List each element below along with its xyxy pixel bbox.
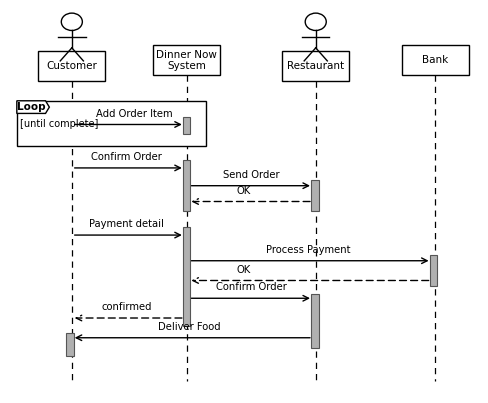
- Text: OK: OK: [237, 264, 251, 274]
- Text: Restaurant: Restaurant: [287, 61, 345, 71]
- Text: Confirm Order: Confirm Order: [91, 152, 163, 162]
- Bar: [282, 52, 349, 81]
- Text: OK: OK: [237, 185, 251, 195]
- Bar: [153, 46, 220, 75]
- Circle shape: [61, 13, 82, 31]
- Bar: [311, 294, 319, 348]
- Text: Dinner Now
System: Dinner Now System: [156, 50, 217, 71]
- Text: Confirm Order: Confirm Order: [216, 283, 286, 292]
- Text: Payment detail: Payment detail: [89, 219, 164, 229]
- Bar: [402, 46, 469, 75]
- Bar: [183, 227, 190, 326]
- Text: Process Payment: Process Payment: [266, 245, 351, 255]
- Text: Loop: Loop: [17, 102, 45, 112]
- Bar: [183, 116, 190, 134]
- Polygon shape: [17, 101, 49, 113]
- Text: Bank: Bank: [422, 55, 448, 65]
- Bar: [17, 101, 206, 146]
- Text: Add Order Item: Add Order Item: [96, 108, 172, 118]
- Bar: [311, 180, 319, 212]
- Bar: [39, 52, 105, 81]
- Text: [until complete]: [until complete]: [20, 119, 98, 129]
- Text: Customer: Customer: [46, 61, 97, 71]
- Bar: [66, 332, 74, 355]
- Circle shape: [305, 13, 326, 31]
- Bar: [183, 160, 190, 212]
- Bar: [429, 255, 437, 287]
- Text: confirmed: confirmed: [102, 302, 152, 312]
- Text: Send Order: Send Order: [223, 170, 280, 180]
- Text: Deliver Food: Deliver Food: [158, 322, 220, 332]
